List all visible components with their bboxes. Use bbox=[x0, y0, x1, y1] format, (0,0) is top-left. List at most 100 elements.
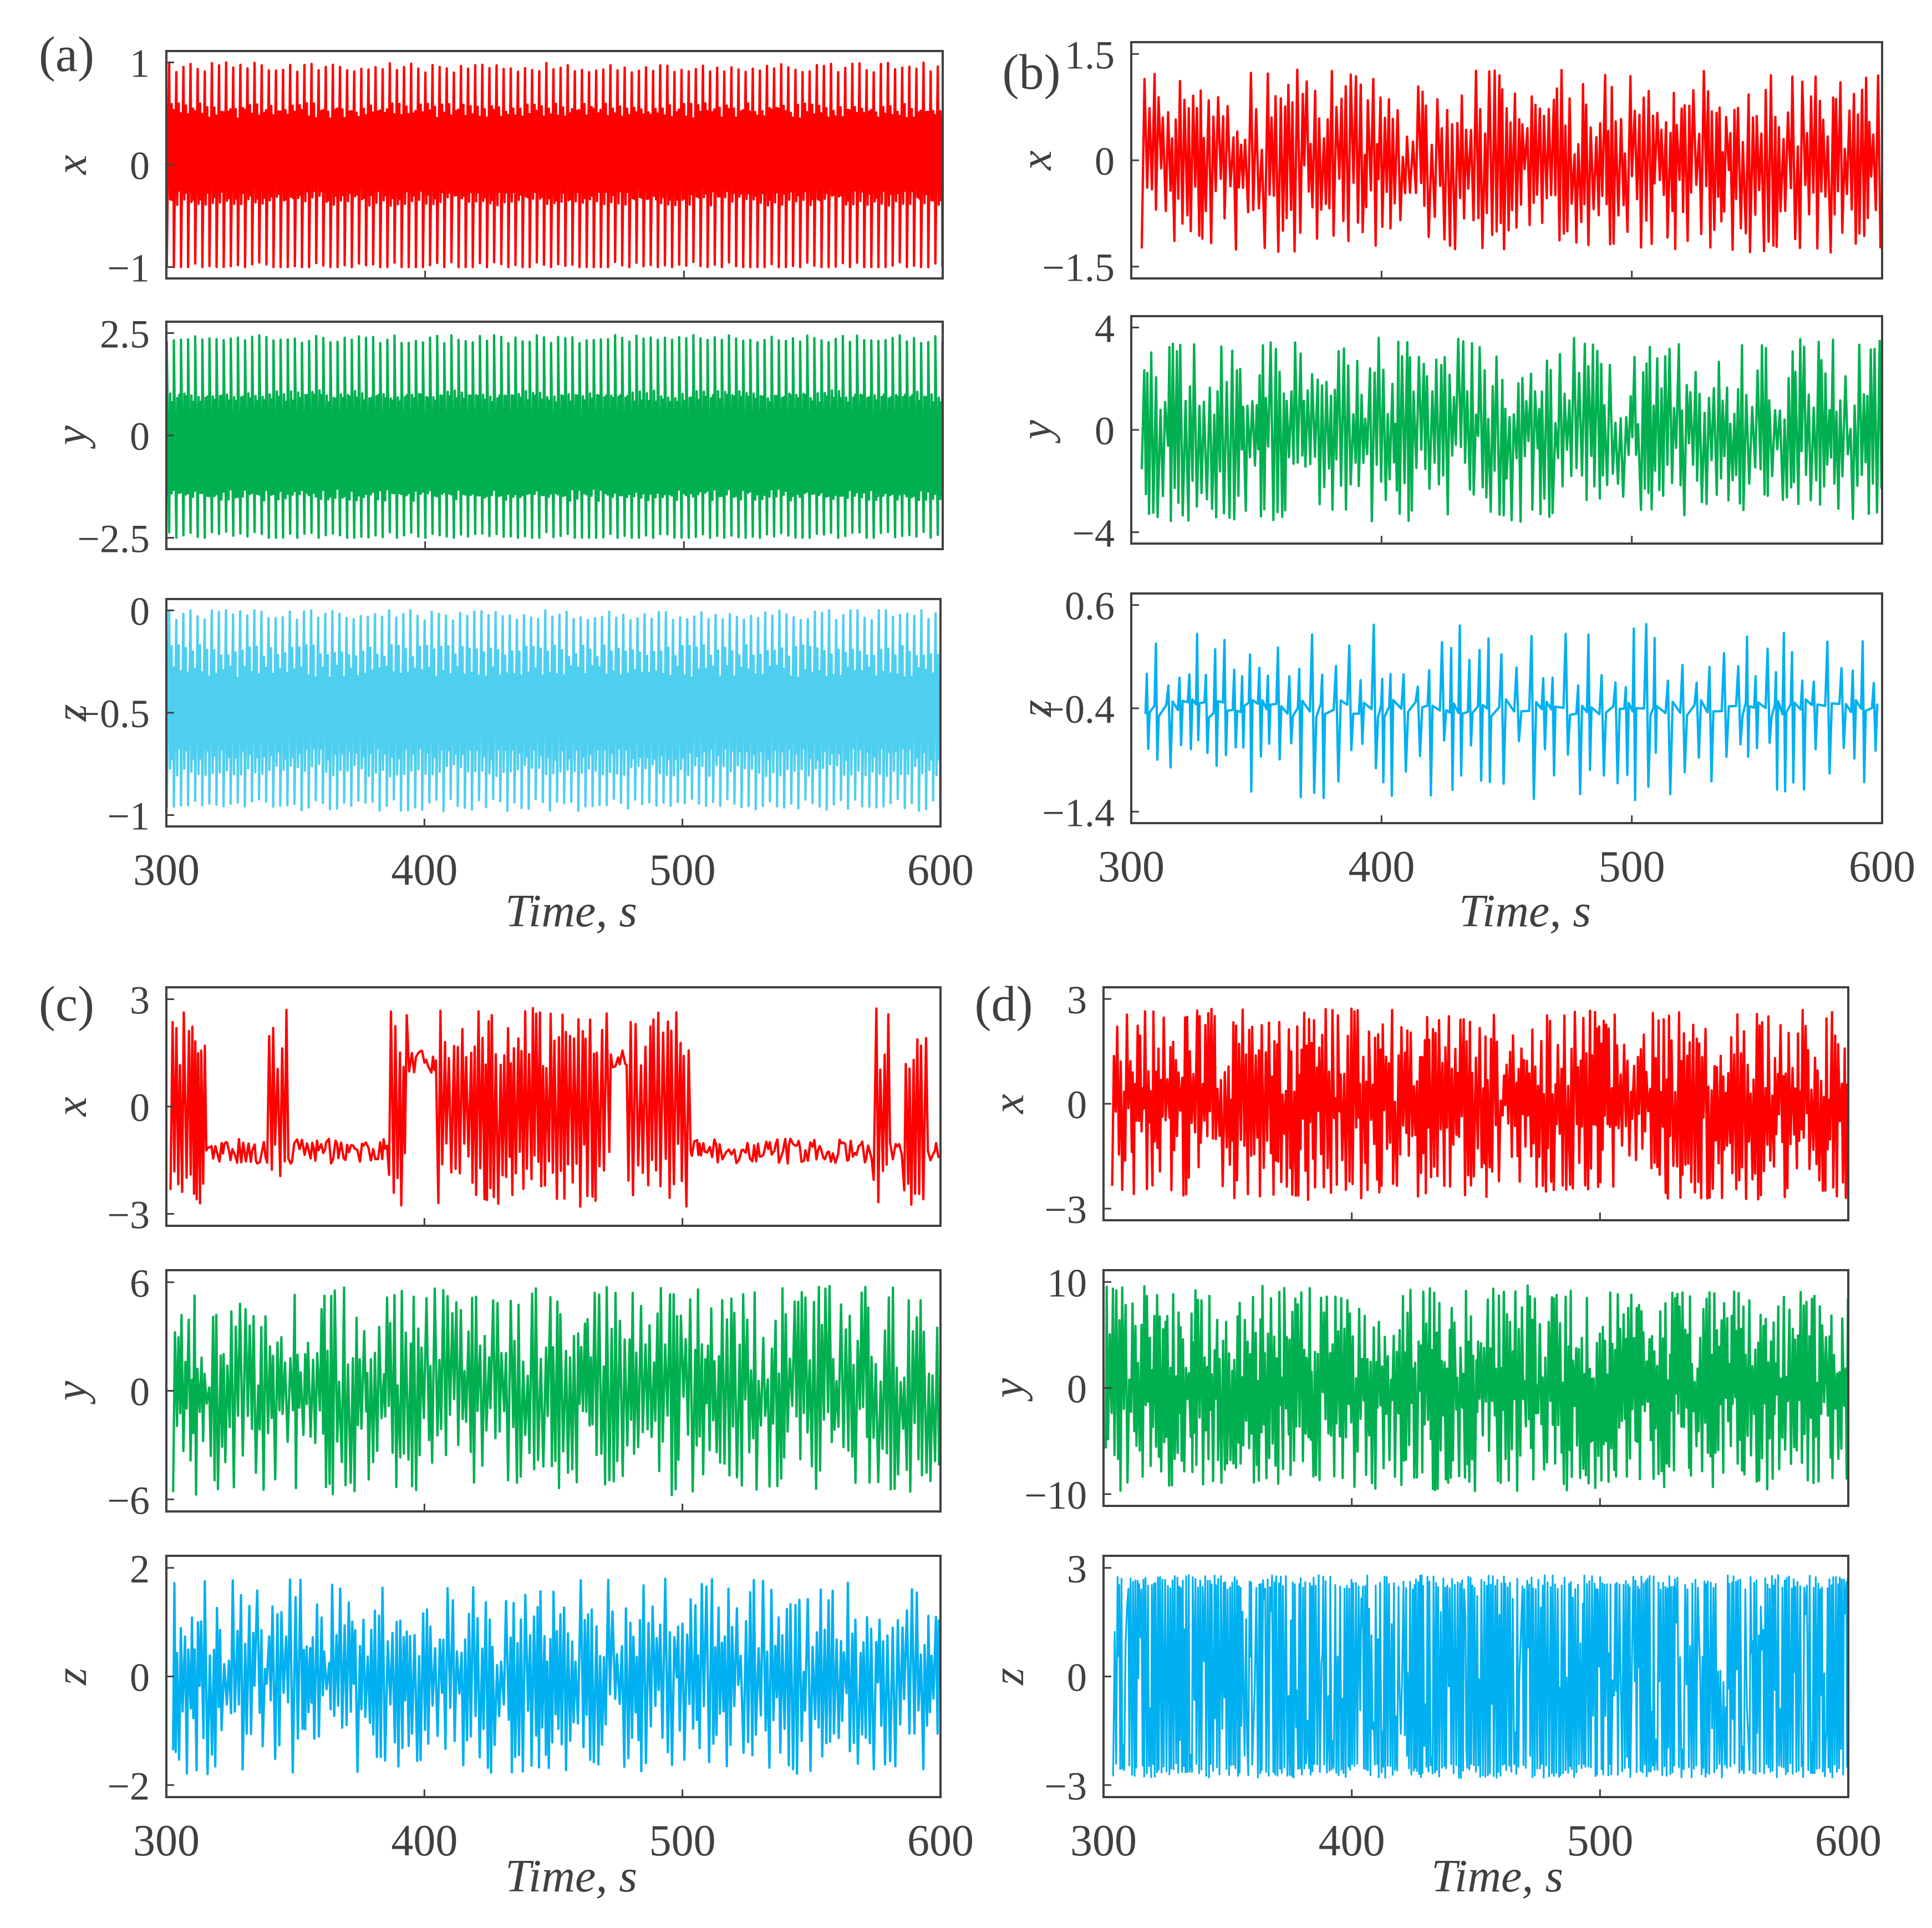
subplot-x: 1 0 −1 x bbox=[47, 42, 944, 291]
y-tick-label: −2.5 bbox=[77, 517, 150, 561]
series-line-x bbox=[1111, 1007, 1848, 1201]
y-tick-label: 0 bbox=[1067, 1656, 1087, 1700]
series-line-x bbox=[169, 1007, 940, 1208]
series-line-y bbox=[1140, 336, 1883, 523]
y-tick-label: −1 bbox=[107, 794, 150, 839]
x-tick-label: 400 bbox=[391, 1817, 457, 1865]
y-tick-label: 3 bbox=[1067, 978, 1087, 1022]
y-axis-label: x bbox=[47, 1097, 96, 1117]
y-tick-label: −4 bbox=[1072, 511, 1115, 556]
subplot-y: 10 0 −10 y bbox=[984, 1261, 1849, 1518]
x-tick-label: 300 bbox=[1098, 843, 1165, 891]
y-tick-label: 3 bbox=[130, 978, 150, 1023]
subplot-y: 2.5 0 −2.5 y bbox=[47, 312, 944, 561]
subplot-y: 4 0 −4 y bbox=[1012, 307, 1883, 556]
y-axis-label: x bbox=[1012, 150, 1061, 171]
y-tick-label: 10 bbox=[1047, 1261, 1087, 1305]
panel-label: (c) bbox=[39, 977, 94, 1032]
x-axis-label: Time, s bbox=[1431, 1850, 1563, 1902]
y-tick-label: 0 bbox=[1067, 1367, 1087, 1412]
series-line-y bbox=[172, 1285, 940, 1496]
panel-c: (c) 3 0 −3 x 6 0 −6 y 2 0 −2 z 300 400 500 600 Time, s bbox=[39, 977, 974, 1902]
subplot-z: 0 −0.5 −1 z 300 400 500 600 bbox=[47, 590, 974, 895]
y-tick-label: 0 bbox=[1095, 409, 1115, 453]
y-tick-label: −2 bbox=[107, 1764, 150, 1808]
y-axis-label: z bbox=[1012, 699, 1061, 717]
x-axis-label: Time, s bbox=[505, 1850, 637, 1902]
y-tick-label: 0 bbox=[130, 590, 150, 634]
panel-b: (b) 1.5 0 −1.5 x 4 0 −4 y 0.6 −0.4 −1.4 z 300 400 500 60… bbox=[1003, 33, 1915, 937]
y-axis-label: z bbox=[47, 1668, 96, 1686]
y-tick-label: 3 bbox=[1067, 1547, 1087, 1591]
series-line-z bbox=[1112, 1574, 1849, 1779]
y-tick-label: 0 bbox=[130, 1656, 150, 1700]
y-axis-label: y bbox=[984, 1378, 1033, 1402]
subplot-x: 3 0 −3 x bbox=[47, 978, 942, 1237]
y-tick-label: −3 bbox=[1044, 1764, 1087, 1808]
y-tick-label: −1.4 bbox=[1042, 790, 1115, 835]
panel-a: (a) 1 0 −1 x 2.5 0 −2.5 y 0 −0.5 −1 z 300 400 500 600 Tim… bbox=[39, 27, 974, 937]
x-tick-label: 600 bbox=[907, 1817, 974, 1865]
x-tick-label: 300 bbox=[1070, 1817, 1137, 1865]
series-line-x bbox=[1140, 68, 1882, 254]
y-axis-label: z bbox=[47, 704, 96, 722]
y-axis-label: y bbox=[47, 1381, 96, 1404]
subplot-z: 3 0 −3 z 300 400 500 600 bbox=[984, 1547, 1882, 1865]
x-tick-label: 300 bbox=[133, 846, 200, 895]
y-tick-label: −6 bbox=[107, 1478, 150, 1523]
y-tick-label: 1 bbox=[130, 42, 150, 86]
y-axis-label: z bbox=[984, 1668, 1033, 1686]
x-tick-label: 400 bbox=[391, 846, 457, 895]
x-tick-label: 400 bbox=[1319, 1817, 1385, 1865]
y-tick-label: 0 bbox=[1095, 139, 1115, 184]
y-tick-label: −3 bbox=[1044, 1188, 1087, 1232]
y-tick-label: 4 bbox=[1095, 307, 1115, 351]
subplot-x: 1.5 0 −1.5 x bbox=[1012, 33, 1883, 290]
x-axis-label: Time, s bbox=[505, 885, 637, 937]
y-tick-label: 0.6 bbox=[1065, 584, 1115, 628]
subplot-y: 6 0 −6 y bbox=[47, 1261, 942, 1523]
y-tick-label: −1.5 bbox=[1042, 246, 1115, 290]
y-tick-label: −1 bbox=[107, 246, 150, 291]
y-tick-label: 2.5 bbox=[100, 312, 150, 357]
x-tick-label: 600 bbox=[907, 846, 974, 895]
x-axis-label: Time, s bbox=[1459, 885, 1591, 937]
subplot-x: 3 0 −3 x bbox=[984, 978, 1849, 1232]
y-tick-label: −10 bbox=[1024, 1473, 1087, 1518]
y-axis-label: x bbox=[984, 1094, 1033, 1114]
x-tick-label: 500 bbox=[649, 1817, 716, 1865]
y-tick-label: −0.5 bbox=[77, 692, 150, 736]
y-tick-label: 0 bbox=[130, 1085, 150, 1130]
y-tick-label: −0.4 bbox=[1042, 687, 1115, 732]
panel-d: (d) 3 0 −3 x 10 0 −10 y 3 0 −3 z 300 400 500 600 Time, s bbox=[975, 977, 1882, 1902]
panel-label: (d) bbox=[975, 977, 1033, 1032]
series-line-z bbox=[172, 1577, 940, 1775]
y-tick-label: 6 bbox=[130, 1261, 150, 1306]
y-tick-label: 1.5 bbox=[1065, 33, 1115, 77]
series-line-y bbox=[165, 334, 944, 539]
x-tick-label: 600 bbox=[1815, 1817, 1882, 1865]
x-tick-label: 300 bbox=[133, 1817, 200, 1865]
y-axis-label: y bbox=[1012, 420, 1061, 444]
x-tick-label: 500 bbox=[649, 846, 716, 895]
subplot-z: 2 0 −2 z 300 400 500 600 bbox=[47, 1547, 974, 1865]
y-tick-label: 2 bbox=[130, 1547, 150, 1591]
y-axis-label: y bbox=[47, 425, 96, 449]
x-tick-label: 400 bbox=[1348, 843, 1415, 891]
y-axis-label: x bbox=[47, 155, 96, 175]
subplot-z: 0.6 −0.4 −1.4 z 300 400 500 600 bbox=[1012, 584, 1915, 891]
panel-label: (b) bbox=[1003, 45, 1061, 100]
series-line-z bbox=[1144, 623, 1879, 801]
series-line-x bbox=[165, 61, 944, 268]
x-tick-label: 500 bbox=[1567, 1817, 1633, 1865]
series-line-z bbox=[165, 609, 942, 813]
y-tick-label: 0 bbox=[130, 144, 150, 188]
y-tick-label: 0 bbox=[130, 1370, 150, 1414]
panel-label: (a) bbox=[39, 27, 94, 82]
x-tick-label: 500 bbox=[1599, 843, 1665, 891]
x-tick-label: 600 bbox=[1849, 843, 1915, 891]
y-tick-label: −3 bbox=[107, 1193, 150, 1237]
y-tick-label: 0 bbox=[130, 414, 150, 459]
y-tick-label: 0 bbox=[1067, 1083, 1087, 1127]
